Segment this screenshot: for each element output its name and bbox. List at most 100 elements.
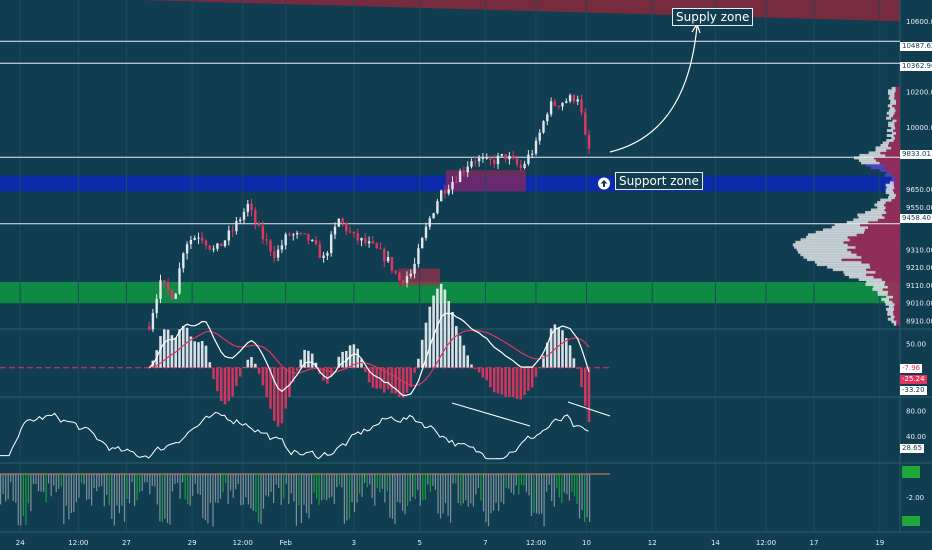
macd-hist-bar	[527, 367, 530, 391]
profile-bar-sell	[893, 181, 900, 185]
candle	[375, 243, 378, 249]
hist-bar	[369, 474, 371, 485]
profile-bar-sell	[891, 146, 900, 150]
candle	[493, 159, 496, 165]
hist-bar	[136, 474, 138, 501]
hist-bar	[131, 474, 133, 483]
candle	[565, 101, 568, 103]
candle	[352, 231, 356, 234]
hist-bar	[558, 474, 560, 498]
hist-bar	[156, 474, 158, 505]
profile-bar	[880, 168, 888, 172]
profile-bar-sell	[885, 201, 900, 205]
candle	[265, 239, 268, 241]
hist-bar	[409, 474, 411, 502]
hist-bar	[78, 474, 80, 498]
profile-bar-sell	[893, 183, 900, 187]
candle	[288, 234, 291, 236]
candle	[333, 226, 337, 235]
hist-bar	[548, 474, 550, 485]
candle	[193, 238, 196, 240]
profile-bar	[816, 263, 870, 267]
profile-bar	[887, 317, 894, 321]
hist-bar	[429, 474, 431, 493]
hist-bar	[495, 474, 497, 503]
profile-bar-sell	[894, 307, 900, 311]
macd-hist-bar	[254, 363, 257, 368]
profile-bar-sell	[895, 86, 900, 90]
profile-bar-sell	[896, 320, 900, 324]
candle	[223, 240, 227, 247]
macd-hist-bar	[500, 367, 504, 395]
macd-hist-bar	[310, 353, 314, 368]
time-tick-label: 14	[711, 539, 720, 547]
hist-bar	[376, 474, 378, 488]
profile-bar	[890, 101, 896, 105]
candle	[421, 237, 424, 249]
hist-bar	[93, 474, 95, 489]
macd-hist-bar	[265, 367, 268, 398]
hist-bar	[25, 474, 27, 525]
price-tick-label: 10600.00	[906, 18, 932, 26]
hist-bar	[338, 474, 340, 486]
supply-zone-label[interactable]: Supply zone	[672, 8, 754, 26]
macd-hist-bar	[246, 359, 250, 368]
profile-bar	[888, 109, 896, 113]
hist-bar	[98, 474, 100, 487]
hist-bar	[384, 474, 386, 503]
profile-bar	[887, 104, 893, 108]
hist-bar	[419, 474, 421, 506]
price-tick-label: 10200.00	[906, 89, 932, 97]
macd-panel	[0, 283, 610, 427]
profile-bar	[858, 215, 885, 219]
candle	[455, 181, 458, 183]
profile-bar-sell	[893, 134, 900, 137]
candle	[587, 134, 591, 149]
candle	[318, 244, 321, 258]
profile-bar-sell	[896, 193, 900, 197]
macd-hist-bar	[580, 367, 583, 388]
hist-bar	[581, 474, 583, 510]
price-tick-label: 8910.00	[906, 317, 932, 325]
hist-bar	[106, 474, 108, 495]
profile-bar-sell	[888, 144, 900, 147]
candle	[284, 234, 287, 246]
profile-bar	[857, 213, 883, 217]
profile-bar	[865, 211, 887, 214]
hist-bar	[533, 474, 535, 513]
hist-bar	[359, 474, 361, 494]
profile-bar-sell	[880, 151, 900, 155]
hist-bar	[2, 474, 4, 494]
profile-bar	[803, 255, 862, 259]
candle	[307, 233, 310, 241]
hist-bar	[250, 474, 252, 509]
hist-bar	[480, 474, 482, 501]
hist-bar	[523, 474, 525, 486]
candle	[151, 313, 155, 330]
hist-bar	[225, 474, 227, 483]
candle	[295, 232, 299, 235]
profile-bar	[870, 208, 885, 212]
candle	[189, 240, 193, 245]
profile-bar-sell	[843, 240, 900, 244]
profile-bar-sell	[884, 215, 900, 219]
profile-bar-sell	[890, 173, 900, 177]
hist-bar	[240, 474, 242, 506]
profile-bar	[877, 206, 886, 209]
profile-bar	[877, 292, 888, 296]
profile-bar-sell	[895, 136, 900, 140]
support-zone-label[interactable]: Support zone	[615, 172, 703, 190]
profile-bar	[888, 89, 896, 93]
candle	[212, 248, 215, 250]
candle	[428, 218, 431, 227]
hist-bar	[477, 474, 479, 488]
macd-hist-bar	[345, 351, 348, 368]
candle	[568, 95, 572, 102]
hist-bar	[341, 474, 343, 488]
macd-hist-bar	[197, 342, 200, 368]
candle	[462, 171, 466, 173]
profile-bar	[877, 290, 889, 294]
hist-bar	[68, 474, 70, 520]
candle	[163, 280, 166, 283]
